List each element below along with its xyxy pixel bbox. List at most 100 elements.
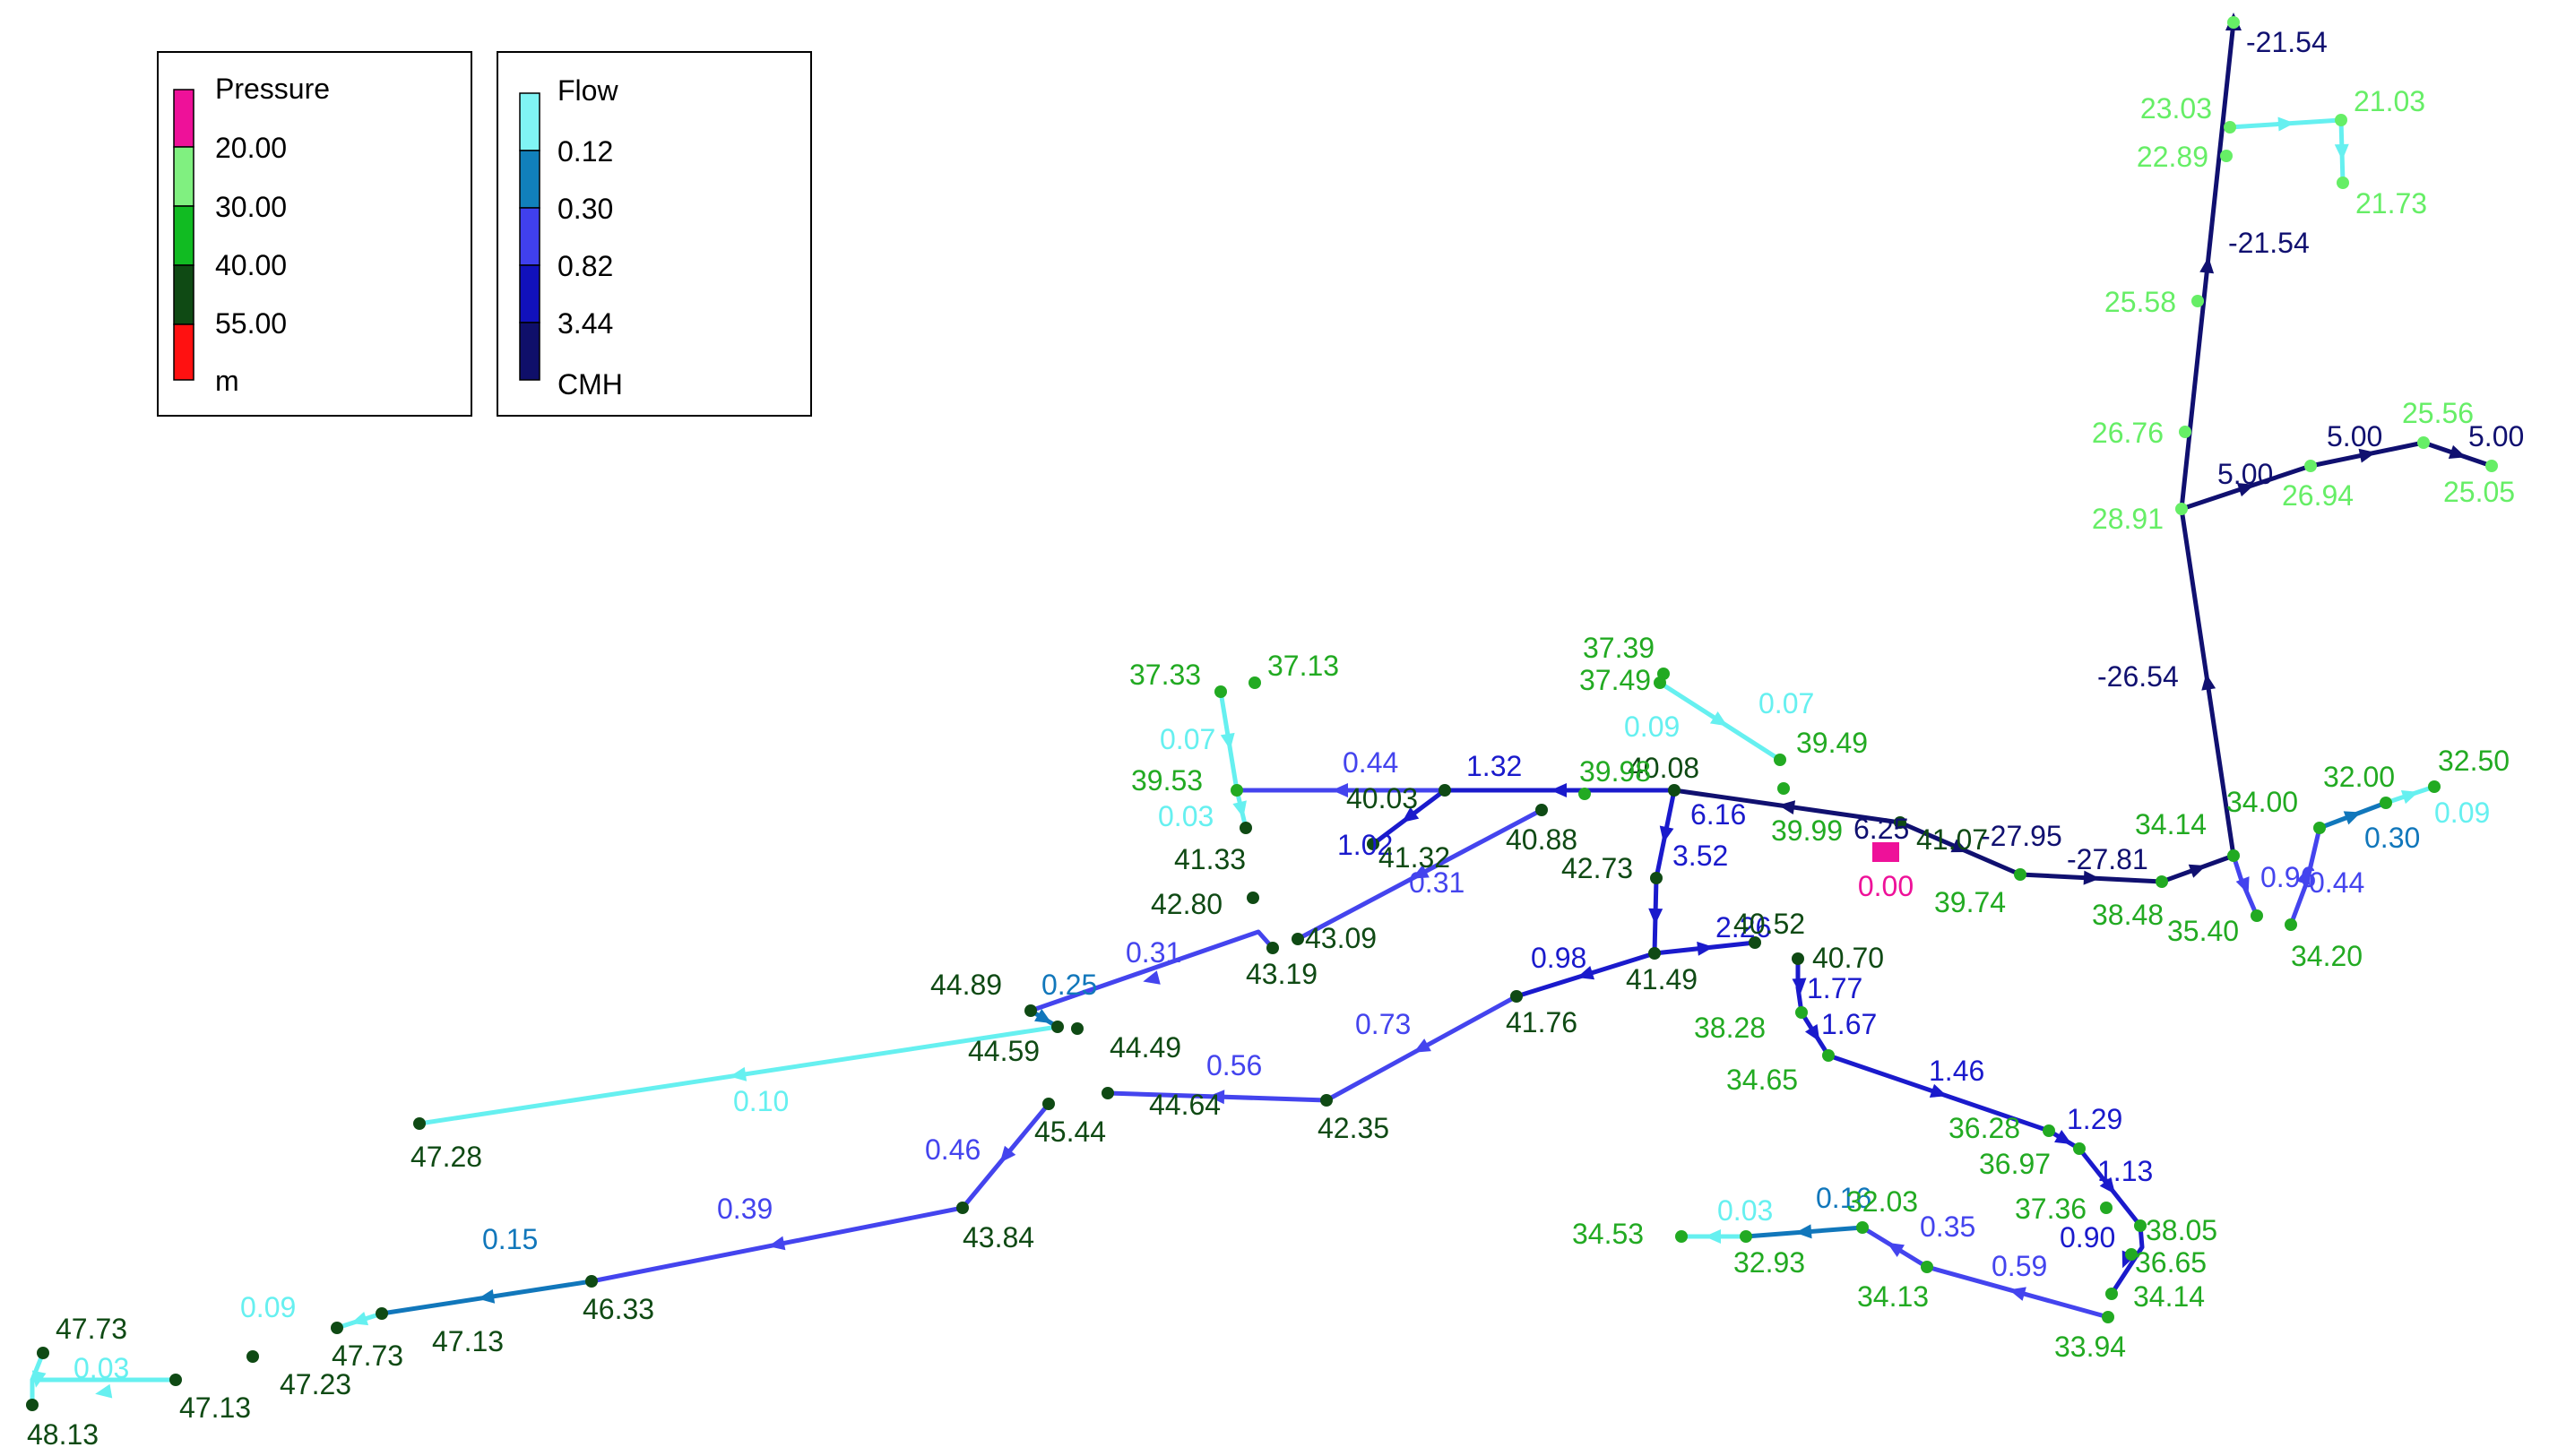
- junction-node[interactable]: [2043, 1124, 2055, 1137]
- pipe-link[interactable]: [30, 1350, 46, 1408]
- junction-node[interactable]: [2337, 177, 2349, 189]
- flow-value-label: 0.30: [2364, 822, 2420, 854]
- junction-node[interactable]: [1654, 676, 1666, 689]
- junction-node[interactable]: [2105, 1288, 2118, 1300]
- junction-node[interactable]: [246, 1350, 259, 1363]
- junction-node[interactable]: [2380, 797, 2392, 809]
- junction-node[interactable]: [331, 1322, 343, 1334]
- junction-node[interactable]: [1439, 784, 1451, 797]
- flow-value-label: 5.00: [2217, 458, 2273, 490]
- junction-node[interactable]: [1051, 1021, 1064, 1033]
- junction-node[interactable]: [2227, 849, 2240, 862]
- junction-node[interactable]: [1740, 1230, 1752, 1243]
- pressure-value-label: 34.20: [2291, 940, 2363, 972]
- junction-node[interactable]: [376, 1307, 388, 1320]
- junction-node[interactable]: [1292, 933, 1304, 945]
- flow-legend-title: Flow: [557, 74, 618, 107]
- junction-node[interactable]: [2073, 1142, 2086, 1155]
- junction-node[interactable]: [1071, 1022, 1084, 1035]
- junction-node[interactable]: [1535, 804, 1548, 816]
- pressure-value-label: 42.80: [1151, 888, 1223, 920]
- junction-node[interactable]: [2125, 1248, 2138, 1261]
- flow-direction-arrow-icon: [1778, 800, 1796, 815]
- junction-node[interactable]: [2134, 1219, 2147, 1232]
- pressure-value-label: 36.97: [1979, 1148, 2051, 1180]
- junction-node[interactable]: [2100, 1202, 2113, 1214]
- flow-break-1: 0.30: [557, 193, 613, 225]
- junction-node[interactable]: [1578, 788, 1591, 800]
- pressure-value-label: 36.65: [2135, 1246, 2207, 1279]
- junction-node[interactable]: [1822, 1049, 1835, 1062]
- junction-node[interactable]: [1777, 782, 1790, 795]
- junction-node[interactable]: [413, 1117, 426, 1130]
- junction-node[interactable]: [2156, 875, 2168, 888]
- flow-value-label: 0.07: [1160, 723, 1215, 755]
- pipe-link[interactable]: [1028, 929, 1275, 1013]
- junction-node[interactable]: [2191, 295, 2204, 307]
- pipe-link[interactable]: [2109, 1223, 2145, 1297]
- junction-node[interactable]: [2102, 1311, 2114, 1323]
- junction-node[interactable]: [1231, 784, 1243, 797]
- junction-node[interactable]: [1774, 754, 1786, 766]
- junction-node[interactable]: [1894, 816, 1906, 829]
- pressure-value-label: 46.33: [583, 1293, 654, 1325]
- junction-node[interactable]: [1102, 1087, 1114, 1099]
- pressure-value-label: 32.00: [2323, 761, 2395, 793]
- junction-node[interactable]: [1367, 838, 1379, 850]
- junction-node[interactable]: [2175, 503, 2188, 515]
- junction-node[interactable]: [1648, 947, 1661, 960]
- junction-node[interactable]: [1650, 872, 1663, 884]
- junction-node[interactable]: [1214, 685, 1227, 698]
- junction-node[interactable]: [2179, 426, 2191, 438]
- junction-node[interactable]: [1240, 822, 1252, 834]
- junction-node[interactable]: [1668, 784, 1681, 797]
- pressure-value-label: 44.49: [1110, 1031, 1181, 1064]
- junction-node[interactable]: [1024, 1004, 1037, 1017]
- junction-node[interactable]: [2251, 909, 2263, 922]
- junction-node[interactable]: [1921, 1261, 1933, 1273]
- junction-node[interactable]: [585, 1275, 598, 1288]
- junction-node[interactable]: [169, 1374, 182, 1386]
- junction-node[interactable]: [2313, 822, 2326, 834]
- junction-node[interactable]: [1249, 676, 1261, 689]
- junction-node[interactable]: [1247, 892, 1259, 904]
- flow-direction-arrow-icon: [2296, 867, 2311, 885]
- junction-node[interactable]: [2224, 121, 2236, 134]
- junction-node[interactable]: [37, 1347, 49, 1359]
- junction-node[interactable]: [1856, 1221, 1869, 1234]
- junction-node[interactable]: [1675, 1230, 1688, 1243]
- junction-node[interactable]: [956, 1202, 969, 1214]
- junction-node[interactable]: [2304, 460, 2317, 472]
- pressure-value-label: 33.94: [2054, 1331, 2126, 1363]
- pressure-swatch-2: [173, 205, 194, 266]
- flow-direction-arrow-icon: [1648, 908, 1663, 925]
- junction-node[interactable]: [1510, 990, 1523, 1003]
- flow-direction-arrow-icon: [1413, 1038, 1431, 1053]
- flow-direction-arrow-icon: [1402, 806, 1420, 823]
- junction-node[interactable]: [2485, 460, 2498, 472]
- junction-node[interactable]: [2285, 918, 2297, 931]
- flow-value-label: 0.46: [925, 1133, 981, 1166]
- junction-node[interactable]: [1266, 942, 1279, 954]
- junction-node[interactable]: [1042, 1098, 1055, 1110]
- junction-node[interactable]: [26, 1399, 39, 1411]
- junction-node[interactable]: [2220, 150, 2233, 162]
- junction-node[interactable]: [2428, 780, 2441, 793]
- flow-value-label: 0.09: [240, 1291, 296, 1323]
- flow-value-label: 0.44: [1343, 746, 1398, 779]
- pressure-value-label: 41.32: [1378, 841, 1450, 874]
- pressure-value-label: 34.53: [1572, 1218, 1644, 1250]
- junction-node[interactable]: [2417, 436, 2430, 449]
- junction-node[interactable]: [2014, 868, 2026, 881]
- junction-node[interactable]: [1792, 952, 1804, 965]
- pressure-value-label: 40.03: [1346, 782, 1418, 814]
- flow-direction-arrow-icon: [95, 1383, 113, 1399]
- reservoir[interactable]: 0.00: [1858, 842, 1914, 902]
- junction-node[interactable]: [1320, 1094, 1333, 1107]
- junction-node[interactable]: [1795, 1006, 1808, 1019]
- junction-node[interactable]: [1749, 936, 1761, 949]
- junction-node[interactable]: [2335, 114, 2347, 126]
- pipe-link[interactable]: [2231, 853, 2260, 918]
- junction-node[interactable]: [2227, 16, 2240, 29]
- flow-value-label: 0.03: [1717, 1194, 1773, 1227]
